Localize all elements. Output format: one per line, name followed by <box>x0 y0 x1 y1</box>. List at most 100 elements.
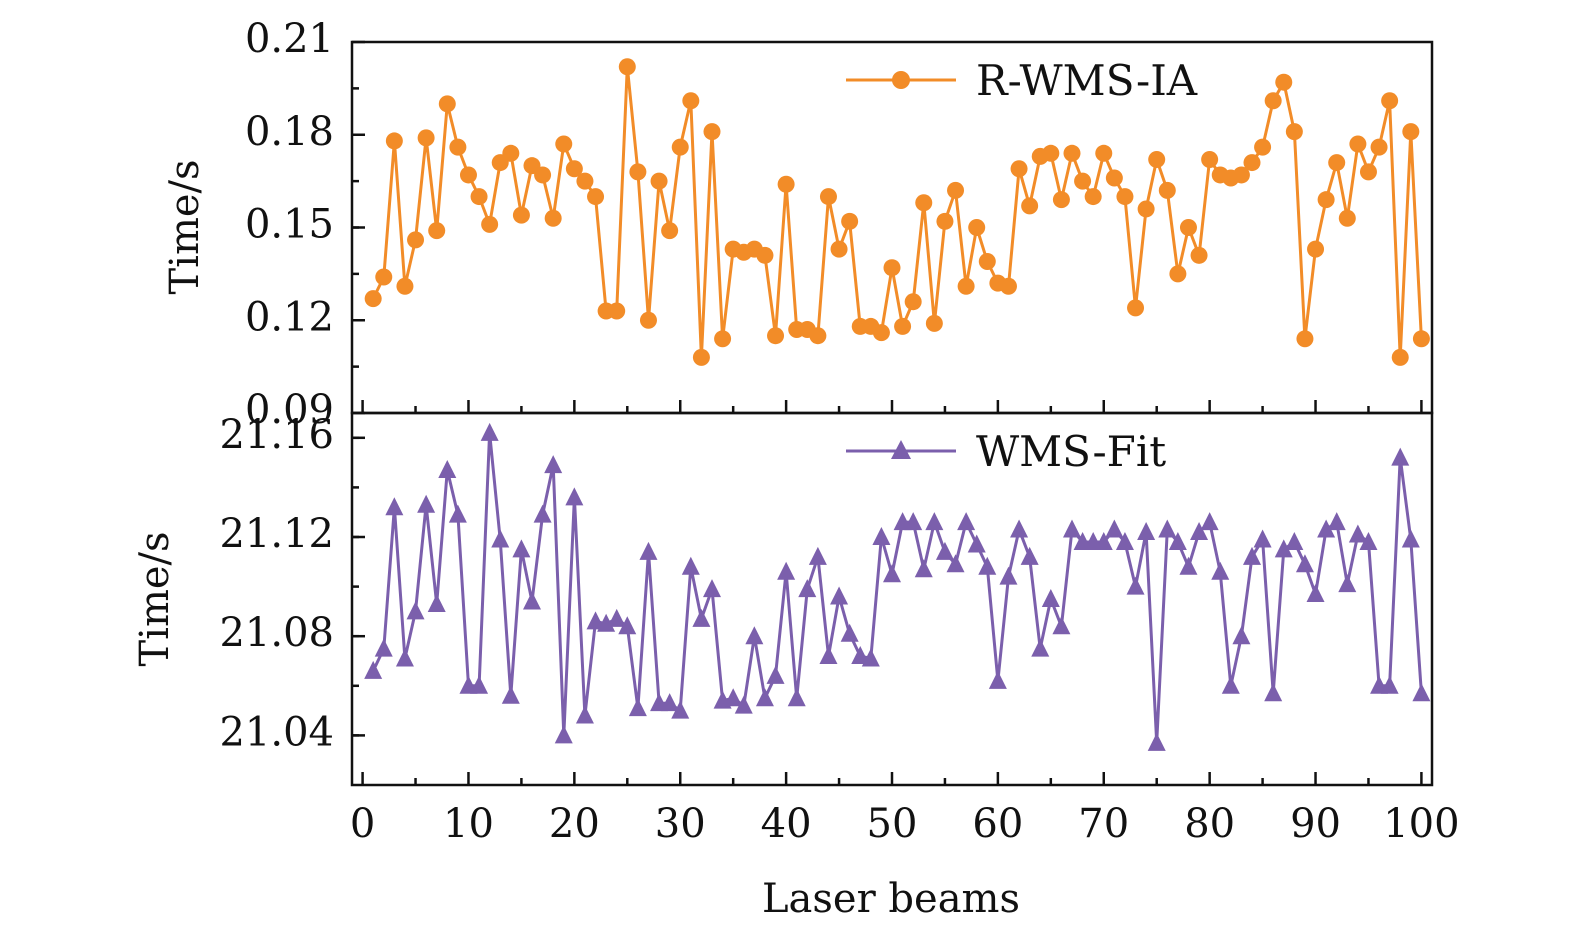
data-point <box>671 700 690 719</box>
data-point <box>628 698 647 717</box>
data-point <box>1010 160 1028 178</box>
data-point <box>364 290 382 308</box>
data-point <box>840 623 859 642</box>
data-point <box>575 705 594 724</box>
data-point <box>1042 144 1060 162</box>
x-tick-label: 50 <box>867 801 918 847</box>
data-point <box>1285 123 1303 141</box>
data-point <box>1200 512 1219 531</box>
data-point <box>660 693 679 712</box>
panel-bottom-y-tick-label: 21.04 <box>219 709 334 755</box>
data-point <box>1359 531 1378 550</box>
data-point <box>1370 138 1388 156</box>
data-point <box>459 166 477 184</box>
data-point <box>1169 265 1187 283</box>
data-point <box>1348 524 1367 543</box>
data-point <box>364 660 383 679</box>
data-point <box>1137 522 1156 541</box>
data-point <box>947 181 965 199</box>
data-point <box>597 613 616 632</box>
data-point <box>851 646 870 665</box>
data-point <box>502 144 520 162</box>
data-point <box>417 494 436 513</box>
data-point <box>1391 447 1410 466</box>
x-axis-title: Laser beams <box>762 876 1020 922</box>
data-point <box>417 129 435 147</box>
panel-top-y-tick-label: 0.15 <box>245 202 334 248</box>
data-point <box>555 135 573 153</box>
data-point <box>491 529 510 548</box>
data-point <box>936 212 954 230</box>
data-point <box>766 665 785 684</box>
data-point <box>925 512 944 531</box>
data-point <box>883 564 901 583</box>
panel-top-y-axis: 0.09 0.12 0.15 0.18 0.21 <box>245 16 365 433</box>
data-point <box>872 324 890 342</box>
data-point <box>755 688 774 707</box>
data-point <box>883 259 901 277</box>
data-point <box>935 541 954 560</box>
panel-top-y-tick-label: 0.21 <box>245 16 334 62</box>
data-point <box>999 277 1017 295</box>
data-point <box>523 591 541 610</box>
data-point <box>1402 123 1420 141</box>
data-point <box>703 579 721 598</box>
data-point <box>395 648 414 667</box>
data-point <box>1296 330 1314 348</box>
data-point <box>1010 519 1029 538</box>
data-point <box>565 160 583 178</box>
data-point <box>999 566 1018 585</box>
data-point <box>809 327 827 345</box>
x-tick-label: 80 <box>1184 801 1235 847</box>
data-point <box>512 539 531 558</box>
data-point <box>1190 522 1209 541</box>
data-point <box>565 487 584 506</box>
data-point <box>904 512 923 531</box>
data-point <box>777 175 795 193</box>
data-point <box>586 611 605 630</box>
data-point <box>904 293 922 311</box>
x-tick-label: 30 <box>655 801 706 847</box>
data-point <box>745 626 764 645</box>
data-point <box>1137 200 1155 218</box>
data-point <box>777 561 796 580</box>
panel-bottom-y-tick-label: 21.12 <box>219 511 334 557</box>
data-point <box>1243 546 1261 565</box>
data-point <box>681 556 700 575</box>
data-point <box>554 725 573 744</box>
data-point <box>787 688 806 707</box>
panel-bottom-y-tick-label: 21.08 <box>219 610 334 656</box>
data-point <box>819 188 837 206</box>
panel-top-series-r-wms-ia <box>364 58 1430 366</box>
data-point <box>1116 188 1134 206</box>
panel-bottom-legend: WMS-Fit <box>846 427 1166 476</box>
data-point <box>587 188 605 206</box>
data-point <box>618 58 636 76</box>
data-point <box>1105 519 1124 538</box>
legend-label-wms-fit: WMS-Fit <box>976 427 1166 476</box>
data-point <box>438 460 457 479</box>
data-point <box>819 646 838 665</box>
data-point <box>841 212 859 230</box>
data-point <box>1105 169 1123 187</box>
panel-top-y-tick-label: 0.12 <box>245 294 334 340</box>
data-point <box>512 206 530 224</box>
data-point <box>1380 675 1399 694</box>
data-point <box>1317 191 1335 209</box>
data-point <box>1232 166 1250 184</box>
data-point <box>375 268 393 286</box>
data-point <box>978 556 997 575</box>
data-point <box>427 593 446 612</box>
data-point <box>967 534 986 553</box>
panel-bottom-y-tick-label: 21.16 <box>219 412 334 458</box>
data-point <box>830 586 849 605</box>
data-point <box>396 277 414 295</box>
data-point <box>692 608 711 627</box>
data-point <box>1084 188 1102 206</box>
data-point <box>1179 219 1197 236</box>
data-point <box>1264 92 1282 110</box>
data-point <box>724 688 743 707</box>
data-point <box>407 231 425 249</box>
data-point <box>808 546 827 565</box>
data-point <box>618 616 637 635</box>
